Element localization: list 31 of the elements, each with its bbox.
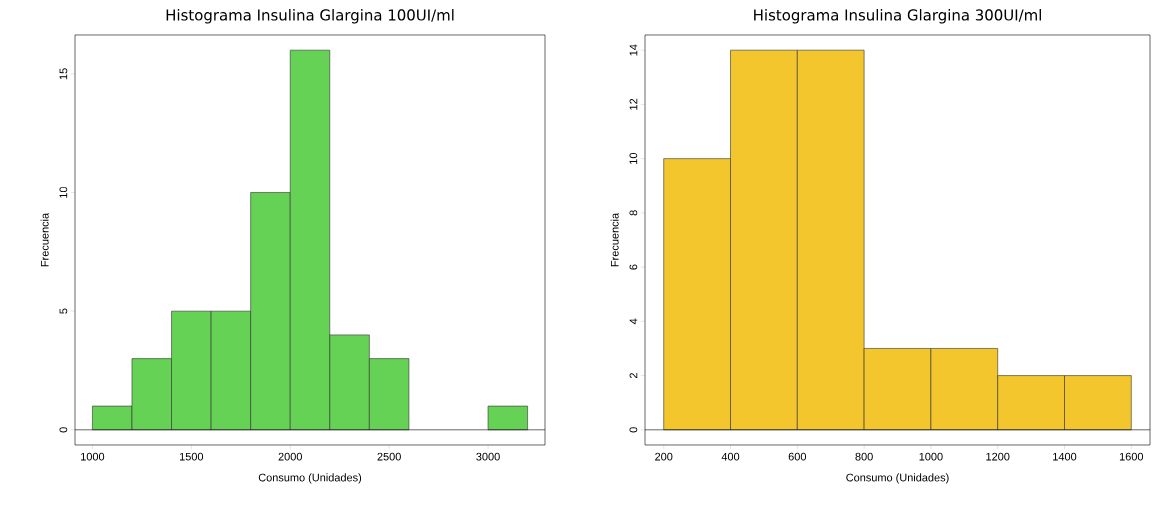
x-tick-label: 1200 bbox=[986, 452, 1010, 461]
y-axis-title: Frecuencia bbox=[610, 212, 619, 267]
y-tick-label: 12 bbox=[629, 98, 638, 110]
y-tick-label: 6 bbox=[629, 264, 638, 270]
x-tick-label: 200 bbox=[655, 452, 673, 461]
x-tick-label: 1500 bbox=[179, 452, 204, 461]
x-tick-label: 2500 bbox=[377, 452, 401, 461]
y-tick-label: 14 bbox=[629, 44, 638, 56]
y-tick-label: 10 bbox=[59, 186, 68, 198]
x-tick-label: 1000 bbox=[919, 452, 943, 461]
y-tick-label: 0 bbox=[59, 427, 68, 433]
x-tick-label: 1000 bbox=[81, 452, 105, 461]
y-tick-label: 15 bbox=[59, 68, 68, 80]
x-tick-label: 400 bbox=[721, 452, 740, 461]
x-tick-label: 3000 bbox=[476, 452, 500, 461]
y-tick-label: 0 bbox=[629, 427, 638, 433]
y-tick-label: 4 bbox=[629, 318, 638, 325]
chart-title: Histograma Insulina Glargina 300UI/ml bbox=[754, 9, 1041, 24]
x-tick-label: 800 bbox=[855, 452, 873, 461]
x-axis-title: Consumo (Unidades) bbox=[258, 473, 362, 484]
x-tick-label: 1600 bbox=[1119, 452, 1144, 461]
y-tick-label: 5 bbox=[59, 308, 68, 314]
y-axis-title: Frecuencia bbox=[40, 212, 49, 267]
chart-title: Histograma Insulina Glargina 100UI/ml bbox=[166, 9, 454, 24]
y-tick-label: 10 bbox=[629, 152, 638, 164]
x-tick-label: 2000 bbox=[278, 452, 302, 461]
y-tick-label: 2 bbox=[629, 373, 638, 379]
x-axis-title: Consumo (Unidades) bbox=[846, 473, 949, 484]
x-tick-label: 1400 bbox=[1053, 452, 1077, 461]
y-tick-label: 8 bbox=[629, 210, 638, 216]
x-tick-label: 600 bbox=[788, 452, 807, 461]
